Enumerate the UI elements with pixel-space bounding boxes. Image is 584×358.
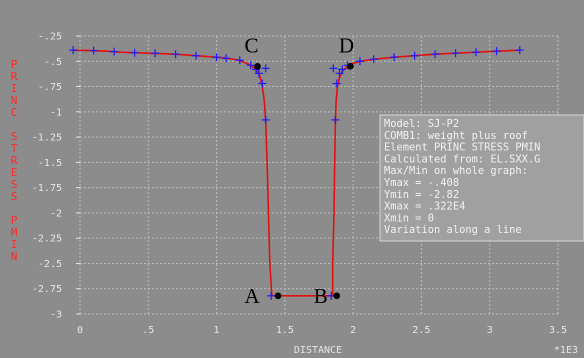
data-point-marker bbox=[431, 50, 440, 59]
x-axis-multiplier: *1E3 bbox=[554, 345, 578, 356]
data-point-marker bbox=[222, 54, 231, 63]
x-tick-labels: 0 .5 1 1.5 2 2.5 3 3.5 bbox=[77, 325, 567, 336]
data-point-marker bbox=[110, 47, 119, 56]
x-axis-title: DISTANCE bbox=[294, 345, 342, 356]
annotation-point-A bbox=[274, 292, 282, 300]
y-tick-label: -2.25 bbox=[32, 234, 62, 245]
info-box-background bbox=[379, 114, 584, 242]
data-point-marker bbox=[151, 49, 160, 58]
annotation-point-B bbox=[333, 292, 341, 300]
y-tick-label: -.5 bbox=[44, 57, 62, 68]
data-point-marker bbox=[451, 49, 460, 58]
y-tick-label: -.25 bbox=[38, 32, 62, 43]
data-point-marker bbox=[171, 50, 180, 59]
data-point-marker bbox=[212, 53, 221, 62]
annotation-point-C bbox=[254, 63, 261, 70]
data-point-marker bbox=[258, 79, 267, 88]
y-tick-label: -2.5 bbox=[38, 259, 62, 270]
y-axis-label-char: S bbox=[11, 130, 18, 143]
info-box-line: Ymax = -.408 bbox=[384, 177, 459, 189]
x-tick-label: 1 bbox=[214, 325, 220, 336]
info-box-line: Variation along a line bbox=[384, 224, 522, 236]
data-point-marker bbox=[472, 48, 481, 57]
y-axis-label-char: E bbox=[11, 166, 18, 179]
data-point-marker bbox=[130, 48, 139, 57]
annotation-layer: A B C D bbox=[244, 33, 354, 307]
data-point-marker bbox=[332, 79, 341, 88]
series-line bbox=[73, 49, 520, 297]
data-point-marker bbox=[492, 47, 501, 56]
y-tick-label: -1.5 bbox=[38, 158, 62, 169]
y-axis-label-char: S bbox=[11, 178, 18, 191]
info-box-line: Ymin = -2.82 bbox=[384, 189, 459, 201]
data-point-marker bbox=[261, 115, 270, 124]
data-point-marker bbox=[355, 57, 364, 66]
data-point-marker bbox=[246, 61, 255, 70]
y-tick-label: -.75 bbox=[38, 82, 62, 93]
data-point-marker bbox=[192, 51, 201, 60]
info-box-line: COMB1: weight plus roof bbox=[384, 130, 528, 142]
y-tick-label: -1.25 bbox=[32, 133, 62, 144]
y-axis-label-char: P bbox=[11, 58, 18, 71]
y-tick-label: -3 bbox=[50, 310, 62, 321]
data-point-marker bbox=[89, 46, 98, 55]
annotation-point-D bbox=[347, 63, 354, 70]
y-axis-label-char: N bbox=[11, 250, 18, 263]
info-box-line: Max/Min on whole graph: bbox=[384, 165, 528, 177]
info-box-line: Calculated from: EL.SXX.G bbox=[384, 153, 540, 165]
info-box-line: Element PRINC STRESS PMIN bbox=[384, 142, 540, 154]
series-layer bbox=[73, 49, 520, 297]
annotation-label-B: B bbox=[314, 284, 328, 308]
data-point-marker bbox=[261, 64, 270, 73]
annotation-label-C: C bbox=[245, 33, 259, 57]
y-axis-label-char: I bbox=[11, 238, 18, 251]
y-axis-label-char: C bbox=[11, 106, 18, 119]
y-tick-labels: -.25 -.5 -.75 -1 -1.25 -1.5 -1.75 -2 -2.25 -2.5 -2… bbox=[32, 32, 80, 321]
x-tick-label: 2 bbox=[350, 325, 356, 336]
data-point-marker bbox=[69, 46, 78, 55]
data-point-marker bbox=[335, 69, 344, 78]
x-tick-label: 3 bbox=[487, 325, 493, 336]
x-tick-label: 3.5 bbox=[549, 325, 567, 336]
y-axis-label-char: R bbox=[11, 154, 18, 167]
info-box-line: Xmin = 0 bbox=[384, 212, 434, 224]
y-axis-label-char: S bbox=[11, 190, 18, 203]
data-point-marker bbox=[410, 51, 419, 60]
info-box-line: Model: SJ-P2 bbox=[384, 118, 459, 130]
y-axis-label-char: N bbox=[11, 94, 18, 107]
x-tick-label: .5 bbox=[142, 325, 154, 336]
data-point-marker bbox=[369, 55, 378, 64]
data-point-marker bbox=[390, 53, 399, 62]
y-tick-label: -1 bbox=[50, 107, 62, 118]
y-tick-label: -1.75 bbox=[32, 183, 62, 194]
y-tick-label: -2 bbox=[50, 208, 62, 219]
info-box-line: Xmax = .322E4 bbox=[384, 201, 465, 213]
y-axis-label-char: P bbox=[11, 214, 18, 227]
x-tick-label: 0 bbox=[77, 325, 83, 336]
data-point-marker bbox=[515, 46, 524, 55]
annotation-label-D: D bbox=[339, 33, 354, 57]
data-point-marker bbox=[331, 115, 340, 124]
marker-layer bbox=[69, 46, 524, 300]
y-axis-label-char: I bbox=[11, 82, 18, 95]
x-tick-label: 1.5 bbox=[276, 325, 294, 336]
y-axis-label-char: M bbox=[11, 226, 18, 239]
data-point-marker bbox=[338, 65, 347, 74]
data-point-marker bbox=[254, 69, 263, 78]
y-axis-label-char: T bbox=[11, 142, 18, 155]
data-point-marker bbox=[235, 56, 244, 65]
y-axis-label-char: R bbox=[11, 70, 18, 83]
data-point-marker bbox=[329, 64, 338, 73]
x-tick-label: 2.5 bbox=[412, 325, 430, 336]
data-point-marker bbox=[267, 291, 276, 300]
y-tick-label: -2.75 bbox=[32, 284, 62, 295]
annotation-label-A: A bbox=[244, 284, 260, 308]
